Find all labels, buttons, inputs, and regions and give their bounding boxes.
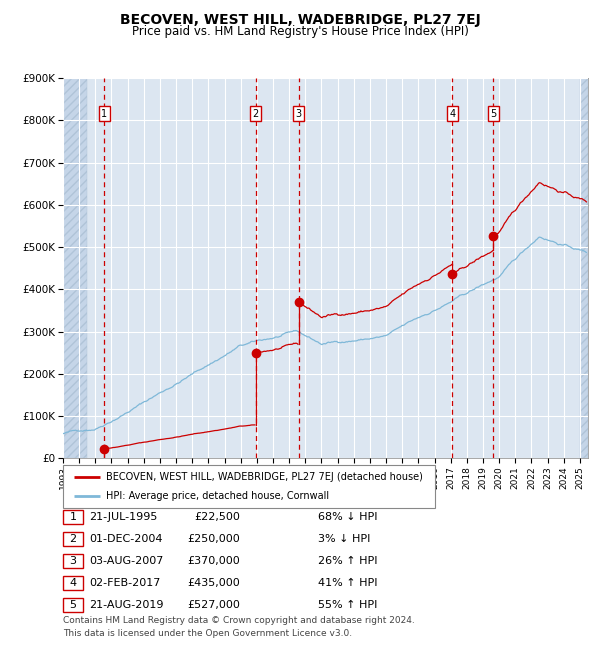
Text: 3% ↓ HPI: 3% ↓ HPI: [318, 534, 370, 544]
Text: £370,000: £370,000: [187, 556, 240, 566]
Text: HPI: Average price, detached house, Cornwall: HPI: Average price, detached house, Corn…: [106, 491, 329, 501]
Text: £527,000: £527,000: [187, 600, 240, 610]
Text: 2: 2: [70, 534, 76, 544]
Text: 3: 3: [296, 109, 302, 119]
Text: 1: 1: [70, 512, 76, 522]
Text: 3: 3: [70, 556, 76, 566]
Text: 4: 4: [449, 109, 455, 119]
Text: 41% ↑ HPI: 41% ↑ HPI: [318, 578, 377, 588]
Text: 5: 5: [490, 109, 496, 119]
Text: 55% ↑ HPI: 55% ↑ HPI: [318, 600, 377, 610]
Text: Price paid vs. HM Land Registry's House Price Index (HPI): Price paid vs. HM Land Registry's House …: [131, 25, 469, 38]
Text: Contains HM Land Registry data © Crown copyright and database right 2024.: Contains HM Land Registry data © Crown c…: [63, 616, 415, 625]
Text: 01-DEC-2004: 01-DEC-2004: [89, 534, 162, 544]
Text: 2: 2: [253, 109, 259, 119]
Bar: [580, 78, 588, 458]
Text: BECOVEN, WEST HILL, WADEBRIDGE, PL27 7EJ (detached house): BECOVEN, WEST HILL, WADEBRIDGE, PL27 7EJ…: [106, 472, 423, 482]
Text: 02-FEB-2017: 02-FEB-2017: [89, 578, 160, 588]
Text: 03-AUG-2007: 03-AUG-2007: [89, 556, 163, 566]
Text: 26% ↑ HPI: 26% ↑ HPI: [318, 556, 377, 566]
Text: £435,000: £435,000: [187, 578, 240, 588]
Text: 1: 1: [101, 109, 107, 119]
Text: 5: 5: [70, 600, 76, 610]
Text: 4: 4: [70, 578, 76, 588]
Text: This data is licensed under the Open Government Licence v3.0.: This data is licensed under the Open Gov…: [63, 629, 352, 638]
Bar: [63, 78, 87, 458]
Text: 68% ↓ HPI: 68% ↓ HPI: [318, 512, 377, 522]
Text: 21-JUL-1995: 21-JUL-1995: [89, 512, 157, 522]
Text: £22,500: £22,500: [194, 512, 240, 522]
Text: BECOVEN, WEST HILL, WADEBRIDGE, PL27 7EJ: BECOVEN, WEST HILL, WADEBRIDGE, PL27 7EJ: [119, 13, 481, 27]
Text: 21-AUG-2019: 21-AUG-2019: [89, 600, 163, 610]
Text: £250,000: £250,000: [187, 534, 240, 544]
